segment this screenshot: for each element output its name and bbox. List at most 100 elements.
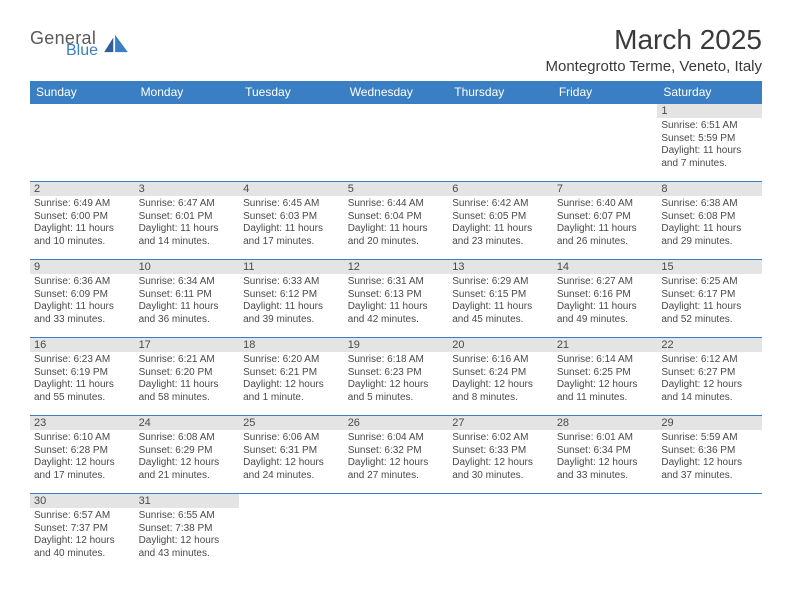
day-details: Sunrise: 6:12 AMSunset: 6:27 PMDaylight:… bbox=[657, 352, 762, 404]
day-details: Sunrise: 6:29 AMSunset: 6:15 PMDaylight:… bbox=[448, 274, 553, 326]
sunset-text: Sunset: 6:21 PM bbox=[243, 367, 340, 380]
daylight-text: Daylight: 11 hours and 58 minutes. bbox=[139, 379, 236, 404]
day-details: Sunrise: 6:10 AMSunset: 6:28 PMDaylight:… bbox=[30, 430, 135, 482]
calendar-cell: 25Sunrise: 6:06 AMSunset: 6:31 PMDayligh… bbox=[239, 416, 344, 494]
day-number: 21 bbox=[553, 338, 658, 352]
day-details: Sunrise: 6:23 AMSunset: 6:19 PMDaylight:… bbox=[30, 352, 135, 404]
day-details: Sunrise: 6:51 AMSunset: 5:59 PMDaylight:… bbox=[657, 118, 762, 170]
sunset-text: Sunset: 6:36 PM bbox=[661, 445, 758, 458]
sunrise-text: Sunrise: 6:01 AM bbox=[557, 432, 654, 445]
daylight-text: Daylight: 12 hours and 5 minutes. bbox=[348, 379, 445, 404]
calendar-week-row: 30Sunrise: 6:57 AMSunset: 7:37 PMDayligh… bbox=[30, 494, 762, 572]
calendar-cell: 9Sunrise: 6:36 AMSunset: 6:09 PMDaylight… bbox=[30, 260, 135, 338]
calendar-table: Sunday Monday Tuesday Wednesday Thursday… bbox=[30, 81, 762, 572]
day-number: 19 bbox=[344, 338, 449, 352]
day-number: 2 bbox=[30, 182, 135, 196]
sunset-text: Sunset: 6:29 PM bbox=[139, 445, 236, 458]
day-details: Sunrise: 6:36 AMSunset: 6:09 PMDaylight:… bbox=[30, 274, 135, 326]
sunrise-text: Sunrise: 6:08 AM bbox=[139, 432, 236, 445]
sunrise-text: Sunrise: 6:51 AM bbox=[661, 120, 758, 133]
day-number: 27 bbox=[448, 416, 553, 430]
sunset-text: Sunset: 6:09 PM bbox=[34, 289, 131, 302]
day-number: 9 bbox=[30, 260, 135, 274]
day-details: Sunrise: 6:16 AMSunset: 6:24 PMDaylight:… bbox=[448, 352, 553, 404]
daylight-text: Daylight: 11 hours and 26 minutes. bbox=[557, 223, 654, 248]
day-details: Sunrise: 6:47 AMSunset: 6:01 PMDaylight:… bbox=[135, 196, 240, 248]
sunrise-text: Sunrise: 6:42 AM bbox=[452, 198, 549, 211]
day-header: Friday bbox=[553, 81, 658, 104]
daylight-text: Daylight: 12 hours and 14 minutes. bbox=[661, 379, 758, 404]
daylight-text: Daylight: 11 hours and 45 minutes. bbox=[452, 301, 549, 326]
calendar-cell: 17Sunrise: 6:21 AMSunset: 6:20 PMDayligh… bbox=[135, 338, 240, 416]
sunset-text: Sunset: 6:17 PM bbox=[661, 289, 758, 302]
day-details: Sunrise: 6:45 AMSunset: 6:03 PMDaylight:… bbox=[239, 196, 344, 248]
calendar-cell bbox=[553, 104, 658, 182]
calendar-cell: 30Sunrise: 6:57 AMSunset: 7:37 PMDayligh… bbox=[30, 494, 135, 572]
day-details: Sunrise: 6:42 AMSunset: 6:05 PMDaylight:… bbox=[448, 196, 553, 248]
day-header: Monday bbox=[135, 81, 240, 104]
sunset-text: Sunset: 6:04 PM bbox=[348, 211, 445, 224]
day-details: Sunrise: 6:21 AMSunset: 6:20 PMDaylight:… bbox=[135, 352, 240, 404]
day-number: 7 bbox=[553, 182, 658, 196]
daylight-text: Daylight: 11 hours and 17 minutes. bbox=[243, 223, 340, 248]
sunrise-text: Sunrise: 6:02 AM bbox=[452, 432, 549, 445]
sunset-text: Sunset: 6:23 PM bbox=[348, 367, 445, 380]
day-details: Sunrise: 6:04 AMSunset: 6:32 PMDaylight:… bbox=[344, 430, 449, 482]
day-header-row: Sunday Monday Tuesday Wednesday Thursday… bbox=[30, 81, 762, 104]
calendar-cell: 21Sunrise: 6:14 AMSunset: 6:25 PMDayligh… bbox=[553, 338, 658, 416]
sunrise-text: Sunrise: 6:40 AM bbox=[557, 198, 654, 211]
calendar-week-row: 9Sunrise: 6:36 AMSunset: 6:09 PMDaylight… bbox=[30, 260, 762, 338]
calendar-cell: 8Sunrise: 6:38 AMSunset: 6:08 PMDaylight… bbox=[657, 182, 762, 260]
calendar-week-row: 16Sunrise: 6:23 AMSunset: 6:19 PMDayligh… bbox=[30, 338, 762, 416]
daylight-text: Daylight: 11 hours and 20 minutes. bbox=[348, 223, 445, 248]
day-number: 23 bbox=[30, 416, 135, 430]
calendar-cell: 24Sunrise: 6:08 AMSunset: 6:29 PMDayligh… bbox=[135, 416, 240, 494]
calendar-cell: 3Sunrise: 6:47 AMSunset: 6:01 PMDaylight… bbox=[135, 182, 240, 260]
sunrise-text: Sunrise: 5:59 AM bbox=[661, 432, 758, 445]
calendar-cell bbox=[448, 104, 553, 182]
day-number: 6 bbox=[448, 182, 553, 196]
day-number: 11 bbox=[239, 260, 344, 274]
sunset-text: Sunset: 6:12 PM bbox=[243, 289, 340, 302]
calendar-cell: 19Sunrise: 6:18 AMSunset: 6:23 PMDayligh… bbox=[344, 338, 449, 416]
day-number: 24 bbox=[135, 416, 240, 430]
calendar-cell: 18Sunrise: 6:20 AMSunset: 6:21 PMDayligh… bbox=[239, 338, 344, 416]
sunset-text: Sunset: 6:05 PM bbox=[452, 211, 549, 224]
daylight-text: Daylight: 11 hours and 29 minutes. bbox=[661, 223, 758, 248]
day-number: 25 bbox=[239, 416, 344, 430]
day-number: 26 bbox=[344, 416, 449, 430]
sunrise-text: Sunrise: 6:33 AM bbox=[243, 276, 340, 289]
sunset-text: Sunset: 6:25 PM bbox=[557, 367, 654, 380]
sunset-text: Sunset: 6:34 PM bbox=[557, 445, 654, 458]
daylight-text: Daylight: 11 hours and 42 minutes. bbox=[348, 301, 445, 326]
sunset-text: Sunset: 6:31 PM bbox=[243, 445, 340, 458]
daylight-text: Daylight: 11 hours and 23 minutes. bbox=[452, 223, 549, 248]
day-details: Sunrise: 6:08 AMSunset: 6:29 PMDaylight:… bbox=[135, 430, 240, 482]
day-number: 8 bbox=[657, 182, 762, 196]
day-details: Sunrise: 6:20 AMSunset: 6:21 PMDaylight:… bbox=[239, 352, 344, 404]
day-details: Sunrise: 6:02 AMSunset: 6:33 PMDaylight:… bbox=[448, 430, 553, 482]
daylight-text: Daylight: 11 hours and 36 minutes. bbox=[139, 301, 236, 326]
day-number: 22 bbox=[657, 338, 762, 352]
daylight-text: Daylight: 11 hours and 7 minutes. bbox=[661, 145, 758, 170]
daylight-text: Daylight: 12 hours and 40 minutes. bbox=[34, 535, 131, 560]
daylight-text: Daylight: 12 hours and 1 minute. bbox=[243, 379, 340, 404]
day-number: 10 bbox=[135, 260, 240, 274]
calendar-cell bbox=[448, 494, 553, 572]
sunset-text: Sunset: 6:19 PM bbox=[34, 367, 131, 380]
sunset-text: Sunset: 6:32 PM bbox=[348, 445, 445, 458]
day-details: Sunrise: 6:06 AMSunset: 6:31 PMDaylight:… bbox=[239, 430, 344, 482]
sunset-text: Sunset: 6:20 PM bbox=[139, 367, 236, 380]
day-details: Sunrise: 6:57 AMSunset: 7:37 PMDaylight:… bbox=[30, 508, 135, 560]
daylight-text: Daylight: 11 hours and 14 minutes. bbox=[139, 223, 236, 248]
sunrise-text: Sunrise: 6:55 AM bbox=[139, 510, 236, 523]
sunrise-text: Sunrise: 6:57 AM bbox=[34, 510, 131, 523]
day-details: Sunrise: 5:59 AMSunset: 6:36 PMDaylight:… bbox=[657, 430, 762, 482]
day-details: Sunrise: 6:33 AMSunset: 6:12 PMDaylight:… bbox=[239, 274, 344, 326]
sunset-text: Sunset: 7:38 PM bbox=[139, 523, 236, 536]
sunrise-text: Sunrise: 6:34 AM bbox=[139, 276, 236, 289]
calendar-cell: 13Sunrise: 6:29 AMSunset: 6:15 PMDayligh… bbox=[448, 260, 553, 338]
daylight-text: Daylight: 12 hours and 11 minutes. bbox=[557, 379, 654, 404]
calendar-cell: 5Sunrise: 6:44 AMSunset: 6:04 PMDaylight… bbox=[344, 182, 449, 260]
sunset-text: Sunset: 6:03 PM bbox=[243, 211, 340, 224]
